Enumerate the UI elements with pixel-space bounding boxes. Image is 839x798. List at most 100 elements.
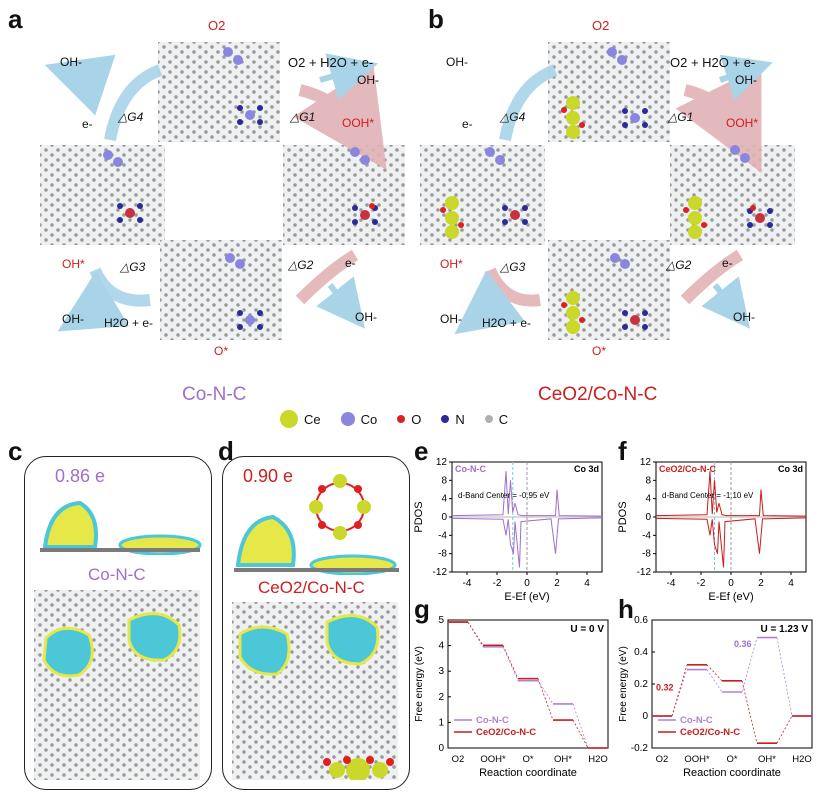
x-tick-label: 0 [728, 578, 734, 589]
co-site-top [622, 108, 648, 128]
y-tick-label: -8 [642, 549, 651, 560]
energy-connector [706, 669, 723, 693]
y-axis-label: Free energy (eV) [414, 646, 425, 722]
charge-c: 0.86 e [55, 466, 106, 486]
dband-annotation: d-Band Center = -0.95 eV [458, 491, 550, 500]
panel-letter-h: h [618, 594, 634, 624]
label-ohminus-br: OH- [733, 310, 755, 324]
label-o2-reaction: O2 + H2O + e- [288, 55, 374, 70]
label-ohminus-top: OH- [735, 73, 757, 87]
y-tick-label: 5 [438, 615, 444, 626]
pdos-spin-down [451, 517, 603, 568]
panel-letter-a: a [8, 4, 23, 34]
y-tick-label: 0 [438, 743, 444, 754]
y-tick-label: 8 [441, 475, 447, 486]
legend-label: Co-N-C [455, 464, 486, 474]
panel-letter-c: c [8, 436, 23, 466]
legend-label-o: O [411, 411, 422, 427]
label-o-star: O* [214, 344, 229, 358]
y-tick-label: -4 [642, 530, 651, 541]
label-ohminus-br: OH- [355, 310, 377, 324]
legend-item-ce: Ce [280, 410, 321, 428]
o2-molecule-bottom [610, 253, 630, 269]
y-tick-label: 0 [441, 512, 447, 523]
label-dg4: △G4 [118, 110, 144, 124]
panel-letter-b: b [428, 4, 444, 34]
x-tick-label: -4 [667, 578, 676, 589]
y-tick-label: 2 [438, 692, 444, 703]
label-h2o-e: H2O + e- [104, 316, 154, 330]
arrow-ohminus-bl [454, 270, 525, 335]
y-tick-label: 12 [436, 457, 448, 468]
y-tick-label: 0.6 [634, 615, 648, 626]
energy-connector [467, 621, 484, 646]
x-category-label: H2O [792, 754, 812, 765]
legend-label-co: Co [360, 411, 378, 427]
y-axis-label: Free energy (eV) [618, 646, 629, 722]
energy-connector [572, 719, 589, 749]
y-tick-label: -0.2 [631, 743, 649, 754]
x-category-label: OH* [758, 754, 776, 765]
x-category-label: O* [522, 754, 533, 765]
energy-connector [537, 680, 554, 705]
x-tick-label: 4 [584, 578, 590, 589]
arrow-step3 [484, 267, 541, 307]
label-c: Co-N-C [88, 565, 146, 584]
chart-title: Co 3d [778, 464, 803, 474]
pdos-spin-up [451, 471, 603, 517]
chart-title: U = 1.23 V [760, 624, 808, 635]
y-tick-label: 12 [640, 457, 652, 468]
label-dg3: △G3 [500, 260, 526, 274]
label-ohminus-bl: OH- [62, 312, 84, 326]
legend-label: Co-N-C [476, 715, 509, 726]
panel-letter-f: f [618, 436, 627, 466]
side-view-c [40, 500, 202, 555]
graphene-sheet-bottom [548, 240, 670, 340]
x-category-label: O2 [656, 754, 669, 765]
legend-label: CeO2/Co-N-C [680, 727, 740, 738]
label-o2: O2 [592, 18, 610, 33]
legend-item-o: O [397, 412, 421, 427]
label-dg1: △G1 [668, 110, 694, 124]
y-tick-label: 0 [645, 512, 651, 523]
label-e-left: e- [462, 117, 473, 131]
legend-item-co: Co [340, 411, 378, 427]
arrow-step1 [293, 63, 387, 170]
x-tick-label: -2 [697, 578, 706, 589]
label-oh-star: OH* [440, 257, 463, 271]
series-ceo2-co-n-c [448, 621, 608, 749]
x-tick-label: -2 [493, 578, 502, 589]
label-e-left: e- [82, 117, 93, 131]
legend-item-c: C [484, 412, 508, 427]
o2-molecule-top [607, 47, 627, 65]
label-d: CeO2/Co-N-C [258, 578, 365, 597]
label-o2-reaction: O2 + H2O + e- [670, 55, 756, 70]
o2-molecule-left [103, 150, 123, 167]
annotation-step3: 0.36 [734, 639, 752, 649]
ceo2-cluster-bottom [561, 291, 585, 334]
annotation-step1: 0.32 [656, 682, 674, 692]
label-e-right: e- [722, 256, 733, 270]
y-tick-label: 4 [645, 494, 651, 505]
o2-molecule-bottom [225, 253, 245, 269]
co-site-bottom [622, 310, 648, 330]
legend-label: CeO2/Co-N-C [476, 727, 536, 738]
label-ooh: OOH* [726, 116, 759, 130]
side-view-d [234, 514, 399, 575]
y-tick-label: 0.2 [634, 679, 648, 690]
arrow-ohminus-bl [57, 271, 129, 332]
label-ohminus-top: OH- [357, 73, 379, 87]
label-dg3: △G3 [120, 260, 146, 274]
co-site-top [237, 105, 263, 125]
chart-title: Co 3d [574, 464, 599, 474]
arrow-step2 [295, 249, 359, 305]
o2-molecule-right [350, 147, 370, 165]
label-dg4: △G4 [500, 110, 526, 124]
panel-a-overlay [44, 47, 387, 332]
x-tick-label: -4 [463, 578, 472, 589]
y-tick-label: 0.4 [634, 647, 648, 658]
pdos-spin-up [655, 471, 807, 517]
arrow-ohminus-br [701, 276, 750, 329]
chart-h: -0.2 0 0.2 0.4 0.6 O2 OOH* O* OH* H2O U = 1.23 V Co… [618, 615, 813, 779]
series-co-n-c [652, 636, 812, 717]
